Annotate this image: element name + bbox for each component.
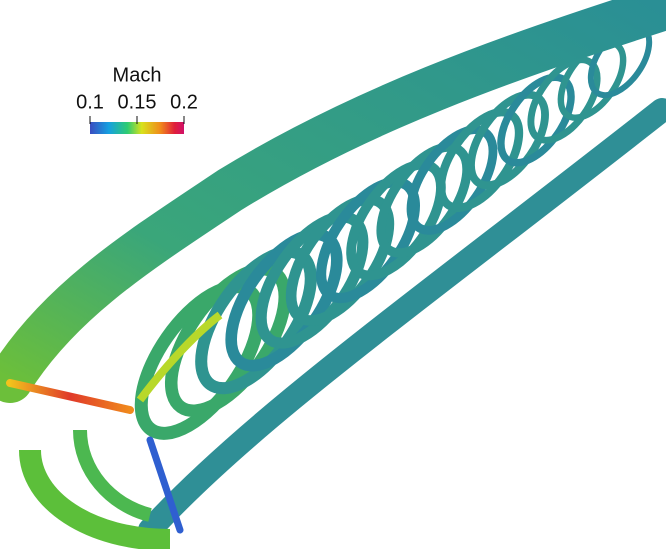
page: Mach 0.10.150.2 (() => { const data = JS… bbox=[0, 0, 666, 549]
colorbar-tick-label: 0.15 bbox=[118, 91, 157, 113]
visualization: Mach 0.1 0.15 0.2 bbox=[0, 0, 666, 549]
blade bbox=[10, 383, 130, 410]
vortex-ring bbox=[395, 116, 509, 245]
colorbar-title: Mach bbox=[113, 64, 162, 86]
colorbar-tick-label: 0.2 bbox=[170, 91, 198, 113]
front-arc bbox=[80, 430, 150, 515]
vortex-field bbox=[10, 8, 662, 540]
colorbar-tick-label: 0.1 bbox=[76, 91, 104, 113]
colorbar: Mach 0.1 0.15 0.2 bbox=[76, 64, 198, 134]
